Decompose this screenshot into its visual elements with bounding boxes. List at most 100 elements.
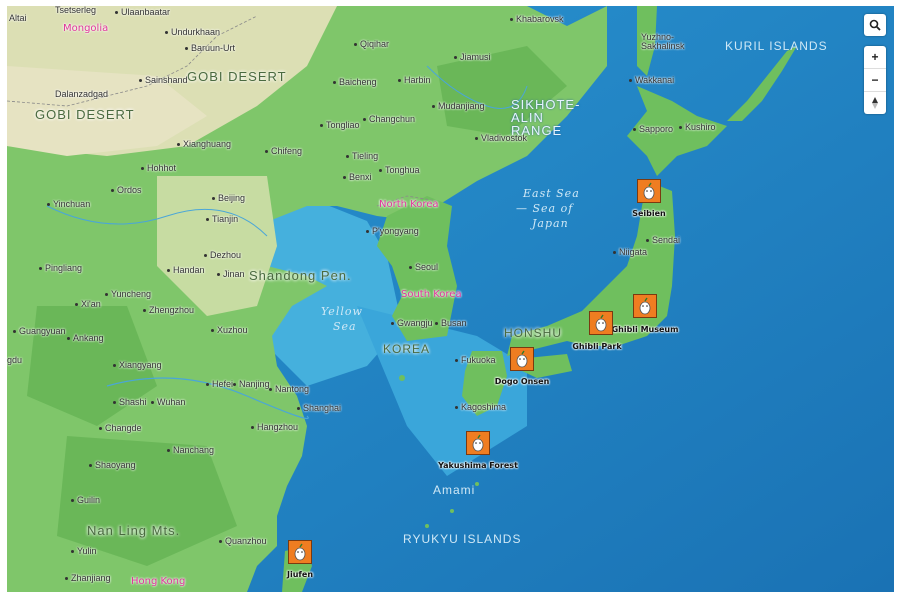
city-label-changde: Changde (99, 424, 142, 433)
city-label-shashi: Shashi (113, 398, 147, 407)
city-label-dezhou: Dezhou (204, 251, 241, 260)
city-label-yuncheng: Yuncheng (105, 290, 151, 299)
city-label-harbin: Harbin (398, 76, 431, 85)
region-label-gobi-desert-east: Gobi Desert (187, 69, 287, 84)
search-button[interactable] (864, 14, 886, 36)
sea-label-east-sea-2: — Sea of (516, 202, 574, 215)
city-label-seoul: Seoul (409, 263, 438, 272)
region-label-sikhote-alin: Sikhote-Alin Range (511, 97, 581, 138)
sea-label-yellow-2: Sea (333, 320, 357, 333)
city-label-xian: Xi'an (75, 300, 101, 309)
region-label-nan-ling-mts: Nan Ling Mts. (87, 523, 181, 538)
country-label-mongolia: Mongolia (63, 23, 109, 34)
city-label-benxi: Benxi (343, 173, 372, 182)
marker-label-seibien: Seibien (632, 209, 666, 218)
totoro-icon (637, 179, 661, 203)
marker-label-ghibli-museum: Ghibli Museum (611, 325, 679, 334)
country-label-south-korea: South Korea (401, 289, 462, 300)
city-label-xuzhou: Xuzhou (211, 326, 248, 335)
totoro-icon (466, 431, 490, 455)
city-label-ulaanbaatar: Ulaanbaatar (115, 8, 170, 17)
city-label-jiamusi: Jiamusi (454, 53, 491, 62)
country-label-north-korea: North Korea (379, 199, 439, 210)
city-label-niigata: Niigata (613, 248, 647, 257)
city-label-qiqihar: Qiqihar (354, 40, 389, 49)
city-label-tongliao: Tongliao (320, 121, 360, 130)
city-label-quanzhou: Quanzhou (219, 537, 267, 546)
marker-label-dogo-onsen: Dogo Onsen (494, 377, 550, 386)
city-label-jinan: Jinan (217, 270, 245, 279)
city-label-ordos: Ordos (111, 186, 142, 195)
city-label-khabarovsk: Khabarovsk (510, 15, 564, 24)
city-label-shanghai: Shanghai (297, 404, 341, 413)
compass-button[interactable] (864, 92, 886, 114)
city-label-vladivostok: Vladivostok (475, 134, 527, 143)
city-label-sapporo: Sapporo (633, 125, 673, 134)
city-label-shaoyang: Shaoyang (89, 461, 136, 470)
city-label-beijing: Beijing (212, 194, 245, 203)
city-label-yuzhno-sakhalinsk: Yuzhno-Sakhalinsk (641, 32, 685, 51)
city-label-nanjing: Nanjing (233, 380, 270, 389)
city-label-wuhan: Wuhan (151, 398, 185, 407)
totoro-icon (288, 540, 312, 564)
city-label-xianghuang: Xianghuang (177, 140, 231, 149)
city-label-nanchang: Nanchang (167, 446, 214, 455)
marker-label-yakushima-forest: Yakushima Forest (438, 461, 518, 470)
city-label-dalanzadgad: Dalanzadgad (55, 89, 109, 99)
zoom-out-button[interactable]: − (871, 73, 879, 87)
region-label-kuril-islands: Kuril Islands (725, 39, 828, 53)
marker-label-jiufen: Jiufen (286, 570, 314, 579)
city-label-gdu: gdu (7, 355, 23, 365)
zoom-divider (864, 68, 886, 69)
city-label-baicheng: Baicheng (333, 78, 377, 87)
marker-label-ghibli-park: Ghibli Park (572, 342, 622, 351)
city-label-yulin: Yulin (71, 547, 97, 556)
city-label-wakkanai: Wakkanai (629, 76, 674, 85)
sea-label-yellow-1: Yellow (321, 305, 363, 318)
region-label-amami: Amami (433, 483, 476, 497)
city-label-changchun: Changchun (363, 115, 415, 124)
city-label-busan: Busan (435, 319, 467, 328)
zoom-divider (864, 91, 886, 92)
zoom-controls: + − (864, 46, 886, 114)
city-label-undurkhaan: Undurkhaan (165, 28, 220, 37)
city-label-tieling: Tieling (346, 152, 378, 161)
region-label-ryukyu-islands: Ryukyu Islands (403, 532, 522, 546)
country-label-hong-kong: Hong Kong (131, 576, 186, 587)
city-label-hohhot: Hohhot (141, 164, 176, 173)
city-label-kagoshima: Kagoshima (455, 403, 506, 412)
city-label-hefei: Hefei (206, 380, 233, 389)
city-label-zhanjiang: Zhanjiang (65, 574, 111, 583)
city-label-xiangyang: Xiangyang (113, 361, 162, 370)
city-label-yinchuan: Yinchuan (47, 200, 90, 209)
sea-label-east-sea-3: Japan (532, 217, 569, 230)
compass-icon (872, 97, 878, 109)
city-label-gwangju: Gwangju (391, 319, 433, 328)
city-label-hangzhou: Hangzhou (251, 423, 298, 432)
search-icon (869, 19, 881, 31)
city-label-handan: Handan (167, 266, 205, 275)
city-label-kushiro: Kushiro (679, 123, 716, 132)
city-label-mudanjiang: Mudanjiang (432, 102, 485, 111)
city-label-tianjin: Tianjin (206, 215, 238, 224)
city-label-pingliang: Pingliang (39, 264, 82, 273)
city-label-tonghua: Tonghua (379, 166, 420, 175)
zoom-in-button[interactable]: + (871, 50, 879, 64)
totoro-icon (589, 311, 613, 335)
region-label-korea: Korea (383, 342, 431, 356)
city-label-sendai: Sendai (646, 236, 680, 245)
totoro-icon (510, 347, 534, 371)
city-label-tsetserleg: Tsetserleg (55, 6, 97, 15)
sea-label-east-sea-1: East Sea (523, 187, 580, 200)
city-label-guilin: Guilin (71, 496, 100, 505)
city-label-ankang: Ankang (67, 334, 104, 343)
city-label-baruun-urt: Baruun-Urt (185, 44, 235, 53)
city-label-chifeng: Chifeng (265, 147, 302, 156)
city-label-nantong: Nantong (269, 385, 309, 394)
region-label-honshu: Honshu (504, 326, 563, 340)
region-label-gobi-desert-west: Gobi Desert (35, 107, 135, 122)
city-label-sainshand: Sainshand (139, 76, 188, 85)
region-label-shandong-pen: Shandong Pen. (249, 268, 352, 283)
city-label-fukuoka: Fukuoka (455, 356, 496, 365)
map-canvas[interactable]: Mongolia North Korea South Korea Hong Ko… (7, 6, 894, 592)
